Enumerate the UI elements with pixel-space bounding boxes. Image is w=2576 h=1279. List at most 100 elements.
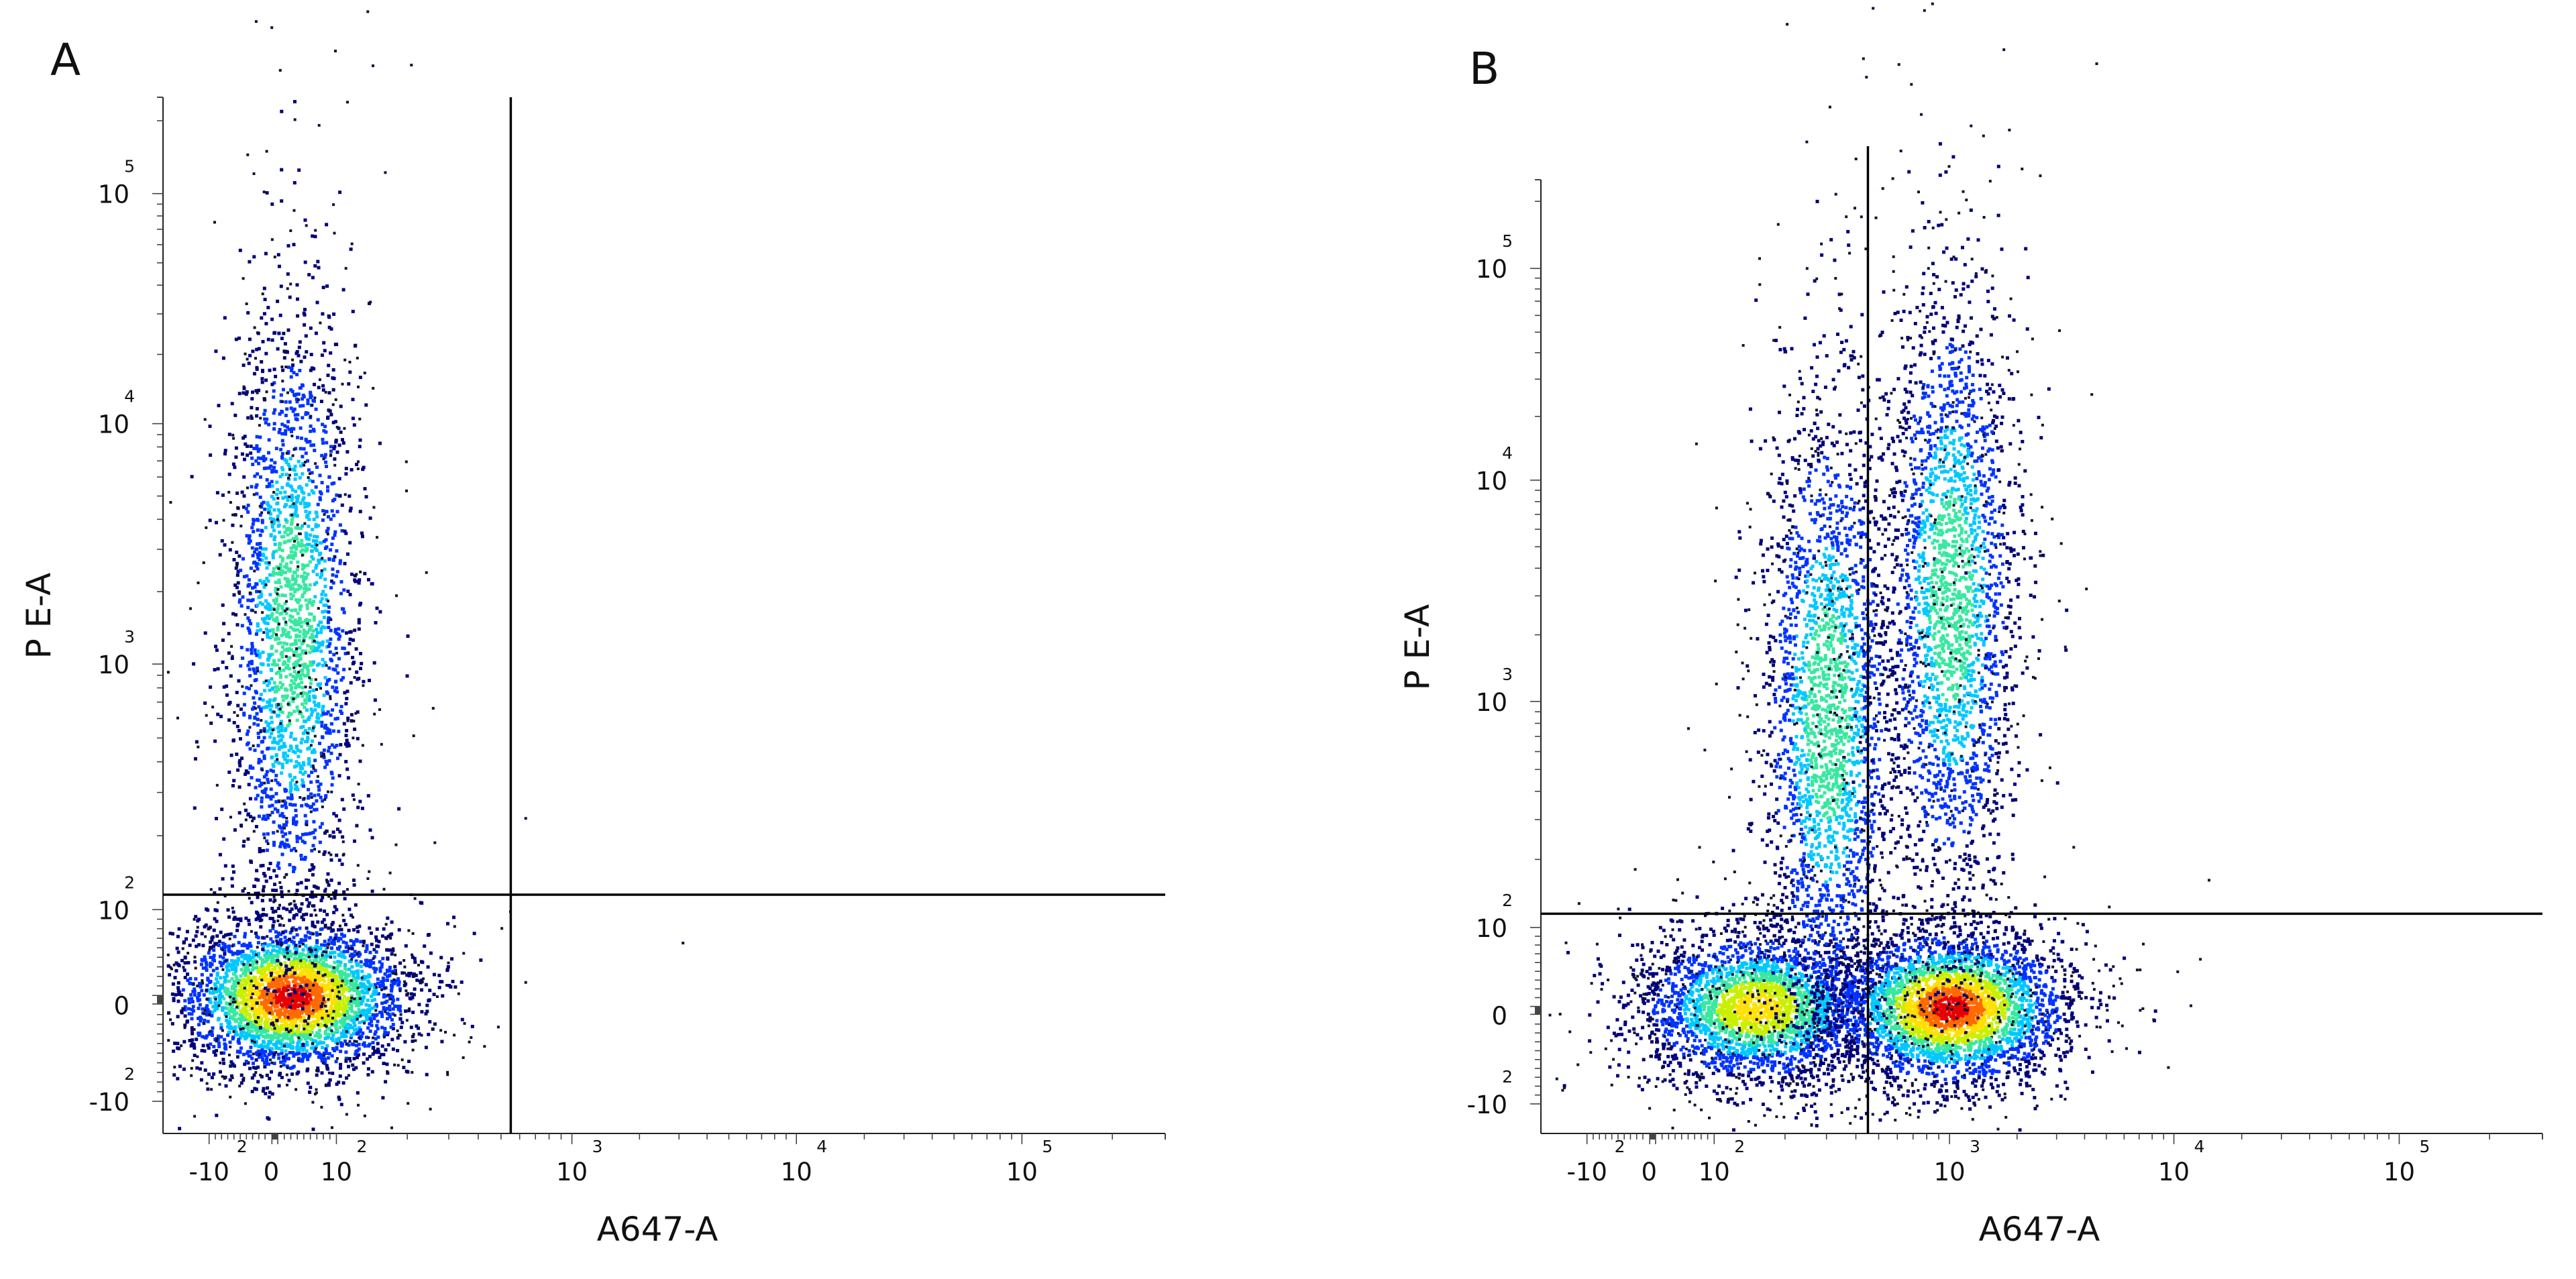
event-dot <box>378 610 382 614</box>
event-dot <box>302 628 306 632</box>
event-dot <box>262 1012 266 1016</box>
event-dot <box>270 1019 274 1023</box>
event-dot <box>329 878 333 882</box>
event-dot <box>362 996 366 1000</box>
event-dot <box>342 610 346 614</box>
event-dot <box>203 1068 207 1072</box>
event-dot <box>311 920 315 924</box>
event-dot <box>206 1008 210 1012</box>
event-dot <box>323 973 327 977</box>
event-dot <box>305 912 309 916</box>
event-dot <box>309 989 311 992</box>
event-dot <box>271 556 275 559</box>
event-dot <box>341 981 345 985</box>
event-dot <box>219 976 223 980</box>
event-dot <box>301 772 305 776</box>
event-dot <box>358 1037 362 1041</box>
event-dot <box>379 1010 383 1014</box>
event-dot <box>323 584 327 588</box>
event-dot <box>280 1048 284 1052</box>
event-dot <box>219 992 223 996</box>
event-dot <box>333 936 337 940</box>
event-dot <box>350 996 354 999</box>
event-dot <box>316 418 320 422</box>
event-dot <box>320 1012 323 1016</box>
event-dot <box>345 997 349 1001</box>
event-dot <box>213 668 217 672</box>
event-dot <box>390 1126 393 1129</box>
event-dot <box>297 1040 301 1044</box>
event-dot <box>331 1018 335 1022</box>
event-dot <box>250 1001 254 1005</box>
event-dot <box>178 1127 182 1131</box>
event-dot <box>299 741 303 744</box>
event-dot <box>256 1080 260 1084</box>
event-dot <box>383 972 387 976</box>
event-dot <box>325 913 329 917</box>
event-dot <box>350 965 354 969</box>
event-dot <box>269 534 273 538</box>
event-dot <box>266 1017 270 1021</box>
event-dot <box>327 626 331 629</box>
event-dot <box>315 1073 319 1077</box>
event-dot <box>286 1083 288 1087</box>
event-dot <box>324 1030 327 1034</box>
event-dot <box>328 728 332 732</box>
event-dot <box>344 472 348 476</box>
event-dot <box>219 1001 223 1005</box>
event-dot <box>288 773 292 777</box>
event-dot <box>325 950 328 954</box>
event-dot <box>340 954 344 958</box>
event-dot <box>255 368 259 371</box>
event-dot <box>207 999 211 1003</box>
event-dot <box>329 586 333 590</box>
event-dot <box>337 730 341 734</box>
event-dot <box>274 1028 278 1032</box>
event-dot <box>203 958 207 962</box>
event-dot <box>338 1025 342 1030</box>
event-dot <box>278 673 282 677</box>
event-dot <box>230 985 234 989</box>
event-dot <box>197 1032 201 1036</box>
event-dot <box>385 948 389 952</box>
event-dot <box>339 742 343 746</box>
event-dot <box>352 1021 356 1025</box>
event-dot <box>352 977 356 981</box>
event-dot <box>215 1007 219 1011</box>
event-dot <box>279 720 283 724</box>
event-dot <box>252 1066 256 1070</box>
event-dot <box>209 956 213 959</box>
event-dot <box>301 1057 305 1061</box>
event-dot <box>261 1030 265 1034</box>
event-dot <box>332 481 336 485</box>
event-dot <box>199 983 203 987</box>
event-dot <box>309 964 313 968</box>
event-dot <box>359 964 363 968</box>
event-dot <box>356 579 360 583</box>
event-dot <box>329 517 333 521</box>
event-dot <box>237 600 241 604</box>
event-dot <box>215 1049 219 1053</box>
event-dot <box>339 970 343 974</box>
event-dot <box>270 803 274 808</box>
event-dot <box>248 353 252 357</box>
event-dot <box>337 1007 341 1011</box>
event-dot <box>331 536 335 540</box>
event-dot <box>357 1042 361 1046</box>
event-dot <box>284 979 288 983</box>
event-dot <box>331 1047 335 1051</box>
event-dot <box>290 679 294 683</box>
event-dot <box>205 1010 209 1014</box>
event-dot <box>259 969 263 973</box>
event-dot <box>302 942 305 946</box>
event-dot <box>323 963 327 967</box>
event-dot <box>288 1032 292 1036</box>
event-dot <box>228 962 232 966</box>
event-dot <box>330 509 334 513</box>
event-dot <box>315 1044 319 1048</box>
event-dot <box>404 982 408 986</box>
event-dot <box>267 1095 271 1099</box>
event-dot <box>307 716 311 719</box>
event-dot <box>305 897 309 901</box>
event-dot <box>339 1062 343 1066</box>
